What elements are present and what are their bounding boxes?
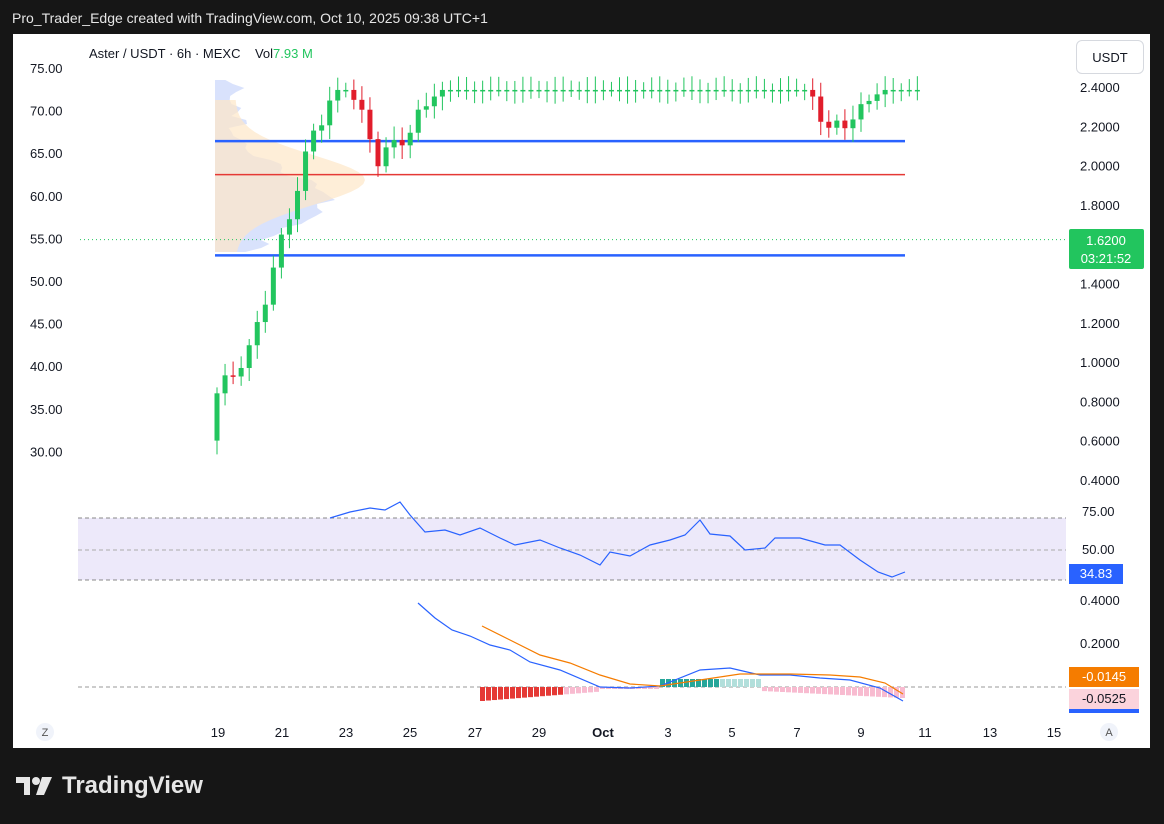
symbol-label: Aster / USDT · 6h · MEXC — [89, 46, 240, 61]
vol-label: Vol — [255, 46, 273, 61]
currency-button[interactable]: USDT — [1076, 40, 1144, 74]
chart-caption: Pro_Trader_Edge created with TradingView… — [12, 10, 488, 26]
chart-panel[interactable]: Aster / USDT · 6h · MEXC Vol7.93 M USDT — [13, 34, 1150, 748]
brand-text: TradingView — [62, 772, 203, 800]
tradingview-logo-icon — [14, 773, 54, 799]
symbol-legend: Aster / USDT · 6h · MEXC Vol7.93 M — [89, 46, 313, 61]
vol-value: 7.93 M — [273, 46, 313, 61]
footer-brand: TradingView — [14, 772, 203, 800]
